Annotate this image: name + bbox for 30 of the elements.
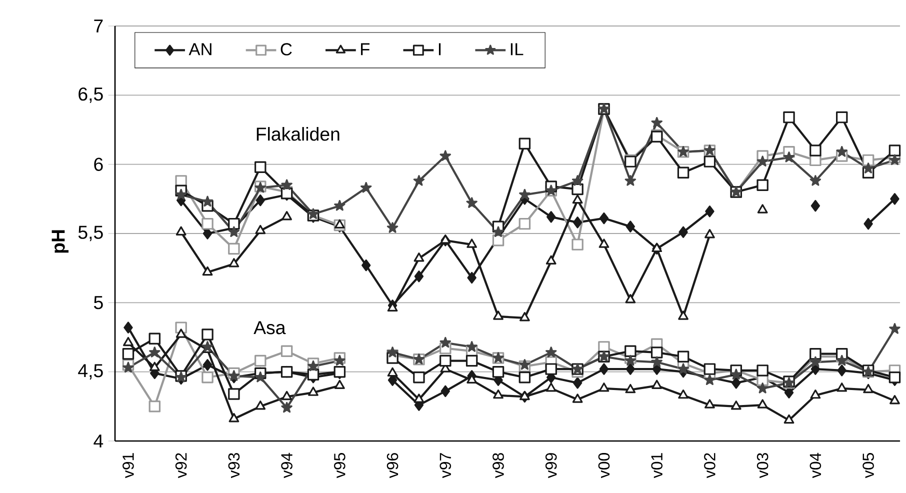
legend-label: F [361, 43, 370, 56]
legend-label: AN [188, 43, 212, 56]
x-tick-label: v93 [228, 453, 240, 478]
legend-label: IL [510, 43, 524, 56]
legend-label: I [438, 43, 441, 56]
x-tick-label: v03 [756, 453, 768, 478]
x-tick-label: v92 [175, 453, 187, 478]
x-tick-label: v97 [440, 453, 452, 478]
x-tick-label: v95 [334, 453, 346, 478]
y-tick-label: 4,5 [78, 364, 103, 380]
y-tick-label: 7 [94, 20, 103, 32]
y-axis-title: pH [52, 230, 69, 253]
x-tick-label: v96 [386, 453, 398, 478]
x-tick-label: v05 [862, 453, 874, 478]
x-tick-label: v99 [545, 453, 557, 478]
x-tick-label: v00 [598, 453, 610, 478]
x-tick-label: v91 [122, 453, 134, 478]
y-tick-label: 5 [94, 296, 103, 310]
legend-label: C [280, 43, 292, 56]
y-tick-label: 5,5 [78, 226, 103, 242]
x-tick-label: v02 [704, 453, 716, 478]
y-tick-label: 6,5 [78, 87, 103, 103]
annotation: Asa [254, 321, 286, 334]
x-tick-label: v04 [810, 452, 822, 478]
x-tick-label: v98 [492, 453, 504, 478]
y-tick-label: 6 [94, 158, 103, 171]
y-tick-label: 4 [94, 434, 104, 448]
annotation: Flakaliden [256, 127, 340, 141]
x-tick-label: v94 [281, 452, 292, 478]
x-tick-label: v01 [651, 453, 662, 478]
